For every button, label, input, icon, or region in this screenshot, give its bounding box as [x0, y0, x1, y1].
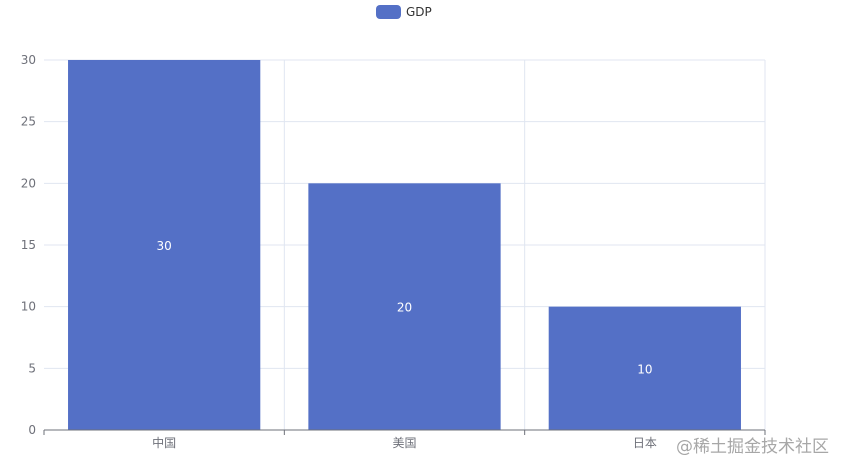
- legend-label[interactable]: GDP: [406, 5, 432, 19]
- bar-2[interactable]: [308, 183, 501, 430]
- y-tick-label: 10: [21, 300, 36, 314]
- y-tick-label: 15: [21, 238, 36, 252]
- x-tick-label: 日本: [633, 436, 657, 450]
- legend[interactable]: GDP: [376, 5, 432, 19]
- bar-data-label: 20: [397, 301, 412, 315]
- bars[interactable]: 30 20 10: [68, 60, 741, 430]
- bar-1[interactable]: [68, 60, 261, 430]
- y-tick-label: 20: [21, 176, 36, 190]
- y-tick-label: 25: [21, 115, 36, 129]
- bar-3[interactable]: [548, 306, 741, 430]
- axes: 0 5 10 15 20 25 30 中国 美国 日本: [21, 53, 766, 450]
- watermark: @稀土掘金技术社区: [676, 437, 829, 457]
- x-tick-label: 中国: [152, 435, 176, 450]
- legend-swatch[interactable]: [376, 5, 401, 19]
- y-tick-label: 30: [21, 53, 36, 67]
- bar-data-label: 30: [157, 239, 172, 253]
- bar-data-label: 10: [637, 362, 652, 376]
- x-tick-label: 美国: [392, 436, 416, 450]
- y-tick-label: 5: [28, 361, 36, 375]
- y-tick-label: 0: [28, 423, 36, 437]
